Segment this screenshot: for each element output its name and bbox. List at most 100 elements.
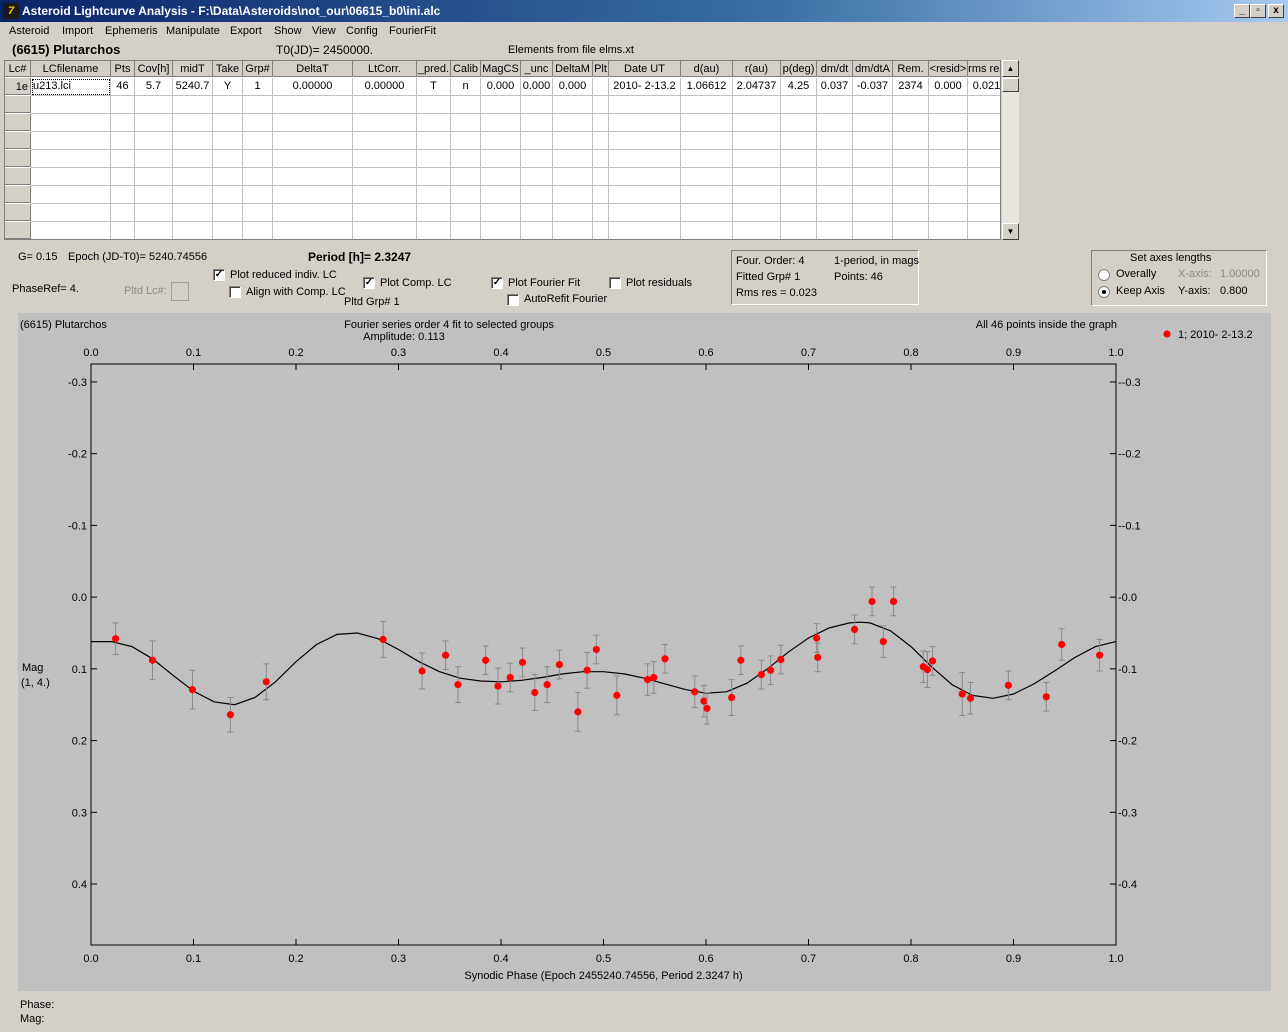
- table-cell[interactable]: [968, 114, 1000, 132]
- table-cell[interactable]: [273, 168, 353, 186]
- table-cell[interactable]: [893, 168, 929, 186]
- table-cell[interactable]: [31, 150, 111, 168]
- table-cell[interactable]: 1.06612: [681, 78, 733, 96]
- column-header[interactable]: Cov[h]: [135, 61, 173, 77]
- table-cell[interactable]: [609, 132, 681, 150]
- table-cell[interactable]: [929, 96, 968, 114]
- table-cell[interactable]: [173, 204, 213, 222]
- table-cell[interactable]: [781, 186, 817, 204]
- table-cell[interactable]: [451, 96, 481, 114]
- table-cell[interactable]: [213, 114, 243, 132]
- y-axis-value[interactable]: 0.800: [1220, 285, 1248, 297]
- table-cell[interactable]: [853, 168, 893, 186]
- table-cell[interactable]: [243, 132, 273, 150]
- table-cell[interactable]: [243, 114, 273, 132]
- table-cell[interactable]: 0.00000: [353, 78, 417, 96]
- table-cell[interactable]: [817, 204, 853, 222]
- table-cell[interactable]: [111, 168, 135, 186]
- table-cell[interactable]: [173, 96, 213, 114]
- table-cell[interactable]: [553, 222, 593, 239]
- table-cell[interactable]: [609, 222, 681, 239]
- table-cell[interactable]: [733, 222, 781, 239]
- table-cell[interactable]: [609, 114, 681, 132]
- table-cell[interactable]: 0.000: [521, 78, 553, 96]
- table-cell[interactable]: [593, 222, 609, 239]
- table-cell[interactable]: [853, 204, 893, 222]
- table-cell[interactable]: [451, 168, 481, 186]
- column-header[interactable]: Date UT: [609, 61, 681, 77]
- plot-fourier-checkbox[interactable]: ✓: [491, 277, 503, 289]
- table-cell[interactable]: [417, 96, 451, 114]
- table-cell[interactable]: [273, 114, 353, 132]
- column-header[interactable]: Grp#: [243, 61, 273, 77]
- table-cell[interactable]: [553, 168, 593, 186]
- table-cell[interactable]: [243, 168, 273, 186]
- overally-radio[interactable]: [1098, 269, 1110, 281]
- plot-residuals-checkbox[interactable]: [609, 277, 621, 289]
- table-cell[interactable]: [968, 132, 1000, 150]
- table-cell[interactable]: [817, 132, 853, 150]
- table-cell[interactable]: 5.7: [135, 78, 173, 96]
- table-cell[interactable]: [893, 204, 929, 222]
- table-cell[interactable]: [213, 186, 243, 204]
- table-cell[interactable]: [135, 132, 173, 150]
- table-cell[interactable]: [521, 96, 553, 114]
- table-cell[interactable]: [733, 168, 781, 186]
- column-header[interactable]: Take: [213, 61, 243, 77]
- table-cell[interactable]: [273, 96, 353, 114]
- column-header[interactable]: r(au): [733, 61, 781, 77]
- title-bar[interactable]: 7 Asteroid Lightcurve Analysis - F:\Data…: [0, 0, 1288, 22]
- table-cell[interactable]: [481, 222, 521, 239]
- table-cell[interactable]: 0.000: [481, 78, 521, 96]
- table-cell[interactable]: [929, 204, 968, 222]
- column-header[interactable]: p(deg): [781, 61, 817, 77]
- table-cell[interactable]: [781, 222, 817, 239]
- table-cell[interactable]: [243, 150, 273, 168]
- scroll-up-icon[interactable]: ▲: [1002, 60, 1019, 77]
- table-cell[interactable]: [781, 96, 817, 114]
- table-cell[interactable]: [681, 168, 733, 186]
- table-cell[interactable]: [893, 114, 929, 132]
- table-cell[interactable]: [173, 114, 213, 132]
- row-header[interactable]: [5, 222, 31, 239]
- column-header[interactable]: Pts: [111, 61, 135, 77]
- table-cell[interactable]: [593, 150, 609, 168]
- table-cell[interactable]: 0.000: [553, 78, 593, 96]
- table-cell[interactable]: [681, 222, 733, 239]
- table-cell[interactable]: [817, 150, 853, 168]
- table-cell[interactable]: [553, 186, 593, 204]
- table-cell[interactable]: [243, 96, 273, 114]
- table-cell[interactable]: [481, 96, 521, 114]
- table-cell[interactable]: [481, 132, 521, 150]
- table-cell[interactable]: [609, 96, 681, 114]
- pltd-lc-spinner[interactable]: [171, 282, 189, 301]
- menu-config[interactable]: Config: [346, 25, 378, 37]
- close-button[interactable]: x: [1268, 4, 1284, 18]
- table-cell[interactable]: [135, 114, 173, 132]
- column-header[interactable]: DeltaT: [273, 61, 353, 77]
- table-cell[interactable]: [273, 132, 353, 150]
- table-cell[interactable]: [609, 150, 681, 168]
- column-header[interactable]: rms res: [968, 61, 1000, 77]
- table-cell[interactable]: 4.25: [781, 78, 817, 96]
- table-cell[interactable]: [968, 150, 1000, 168]
- lightcurve-table[interactable]: Lc# LCfilename Pts Cov[h] midT Take Grp# DeltaT…: [4, 60, 1001, 240]
- table-cell[interactable]: [893, 96, 929, 114]
- table-cell[interactable]: [111, 114, 135, 132]
- table-cell[interactable]: [173, 186, 213, 204]
- table-cell[interactable]: [929, 186, 968, 204]
- table-cell[interactable]: [173, 168, 213, 186]
- table-cell[interactable]: 46: [111, 78, 135, 96]
- table-cell[interactable]: 0.021: [968, 78, 1000, 96]
- table-cell[interactable]: [593, 114, 609, 132]
- table-cell[interactable]: [781, 204, 817, 222]
- table-cell[interactable]: 0.00000: [273, 78, 353, 96]
- lightcurve-plot-area[interactable]: 0.0 0.0 0.1 0.1 0.2 0.2 0.3 0.3 0.4 0.4 0.5 0.5 0.6 0…: [18, 313, 1271, 991]
- row-header[interactable]: [5, 150, 31, 167]
- table-cell[interactable]: [853, 150, 893, 168]
- table-cell[interactable]: 0.037: [817, 78, 853, 96]
- table-cell[interactable]: [817, 222, 853, 239]
- table-cell[interactable]: [733, 114, 781, 132]
- table-cell[interactable]: [853, 186, 893, 204]
- table-cell[interactable]: 5240.7: [173, 78, 213, 96]
